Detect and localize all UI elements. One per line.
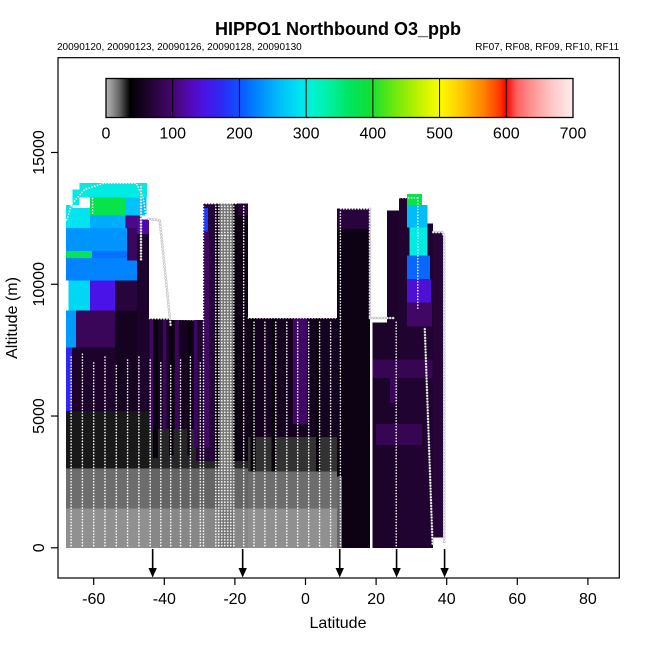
- research-flights-label: RF07, RF08, RF09, RF10, RF11: [475, 42, 619, 53]
- heatmap-cell: [66, 508, 150, 548]
- flight-end-arrow: [392, 549, 401, 578]
- plot-frame: [57, 57, 620, 579]
- flight-end-arrow: [148, 549, 157, 578]
- x-tick-label: 0: [301, 591, 310, 608]
- heatmap-cell: [336, 208, 371, 548]
- heatmap-cell: [247, 317, 337, 438]
- plot-area: [66, 182, 449, 578]
- chart-title: HIPPO1 Northbound O3_ppb: [215, 19, 461, 39]
- colorbar-tick-label: 600: [493, 126, 520, 143]
- heatmap-cell: [66, 258, 138, 281]
- colorbar-tick-label: 300: [293, 126, 320, 143]
- x-tick-label: 20: [367, 591, 385, 608]
- heatmap-cell: [406, 205, 428, 228]
- heatmap-cell: [293, 317, 307, 424]
- heatmap-cell: [247, 508, 337, 548]
- colorbar-tick-label: 200: [226, 126, 253, 143]
- heatmap-cell: [68, 280, 91, 311]
- heatmap-cell: [76, 310, 115, 348]
- x-tick-label: 40: [438, 591, 456, 608]
- colorbar: 0 100 200 300 400 500 600 700: [102, 77, 587, 143]
- colorbar-tick-label: 400: [360, 126, 387, 143]
- heatmap-cell: [238, 203, 248, 461]
- flight-end-arrow: [440, 549, 449, 578]
- x-tick-label: 80: [579, 591, 597, 608]
- heatmap-cell: [271, 317, 277, 472]
- heatmap-cell: [196, 319, 204, 461]
- heatmap-cell: [219, 203, 234, 548]
- heatmap-cell: [137, 219, 150, 411]
- heatmap-cell: [90, 197, 126, 216]
- colorbar-tick-label: 700: [560, 126, 587, 143]
- heatmap-cell: [187, 319, 192, 456]
- colorbar-tick-label: 0: [102, 126, 111, 143]
- flight-track: [148, 317, 197, 321]
- colorbar-frame: [105, 77, 574, 119]
- y-tick-label: 10000: [31, 262, 48, 307]
- flight-track: [148, 218, 172, 327]
- heatmap-cell: [66, 468, 150, 509]
- x-axis-title: Latitude: [310, 615, 367, 632]
- y-tick-label: 0: [31, 543, 48, 552]
- x-tick-label: -20: [223, 591, 246, 608]
- heatmap-cell: [149, 318, 154, 430]
- heatmap-cell: [91, 251, 138, 259]
- heatmap-cell: [203, 207, 209, 232]
- colorbar-gradient: [106, 78, 573, 118]
- heatmap-cell: [390, 377, 398, 403]
- flight-track: [432, 231, 445, 544]
- flight-track-halo: [147, 217, 172, 328]
- heatmap-cell: [250, 317, 256, 472]
- flight-end-arrow: [335, 549, 344, 578]
- heatmap-cell: [79, 183, 148, 198]
- heatmap-cell: [66, 410, 150, 469]
- heatmap-cell: [169, 319, 174, 456]
- heatmap-cell: [406, 278, 431, 303]
- heatmap-cell: [66, 205, 73, 229]
- heatmap-cell: [336, 476, 343, 548]
- heatmap-cell: [316, 317, 321, 472]
- y-tick-label: 5000: [31, 398, 48, 434]
- heatmap-cell: [336, 208, 371, 229]
- colorbar-tick-label: 500: [426, 126, 453, 143]
- flight-track: [66, 182, 150, 221]
- heatmap-cell: [169, 319, 197, 430]
- x-tick-label: -60: [82, 591, 105, 608]
- y-axis-title: Altitude (m): [4, 277, 21, 359]
- heatmap-cell: [376, 423, 422, 446]
- heatmap-cell: [90, 280, 115, 311]
- flight-track: [424, 328, 434, 546]
- heatmap-cell: [153, 318, 158, 459]
- heatmap-cell: [175, 319, 179, 430]
- heatmap-cell: [66, 228, 128, 252]
- heatmap-cell: [114, 310, 138, 411]
- heatmap-cell: [204, 231, 209, 448]
- colorbar-tick-label: 100: [159, 126, 186, 143]
- heatmap-cell: [406, 194, 422, 206]
- heatmap-cell: [406, 302, 432, 327]
- heatmap-cell: [193, 319, 198, 448]
- heatmap-cell: [247, 471, 337, 509]
- flight-end-arrow: [238, 549, 247, 578]
- heatmap-cell: [162, 319, 167, 430]
- x-tick-label: 60: [508, 591, 526, 608]
- heatmap-cell: [372, 359, 433, 378]
- heatmap-cell: [66, 347, 72, 411]
- heatmap-cell: [432, 232, 444, 538]
- heatmap-cell: [72, 189, 80, 206]
- flight-dates-label: 20090120, 20090123, 20090126, 20090128, …: [57, 42, 302, 53]
- heatmap-cell: [137, 219, 150, 235]
- heatmap-cell: [247, 437, 337, 472]
- data-gap: [370, 208, 373, 559]
- x-tick-label: -40: [153, 591, 176, 608]
- heatmap-cell: [66, 310, 77, 348]
- heatmap-cell: [66, 251, 92, 259]
- heatmap-cell: [90, 215, 126, 229]
- y-tick-label: 15000: [31, 130, 48, 175]
